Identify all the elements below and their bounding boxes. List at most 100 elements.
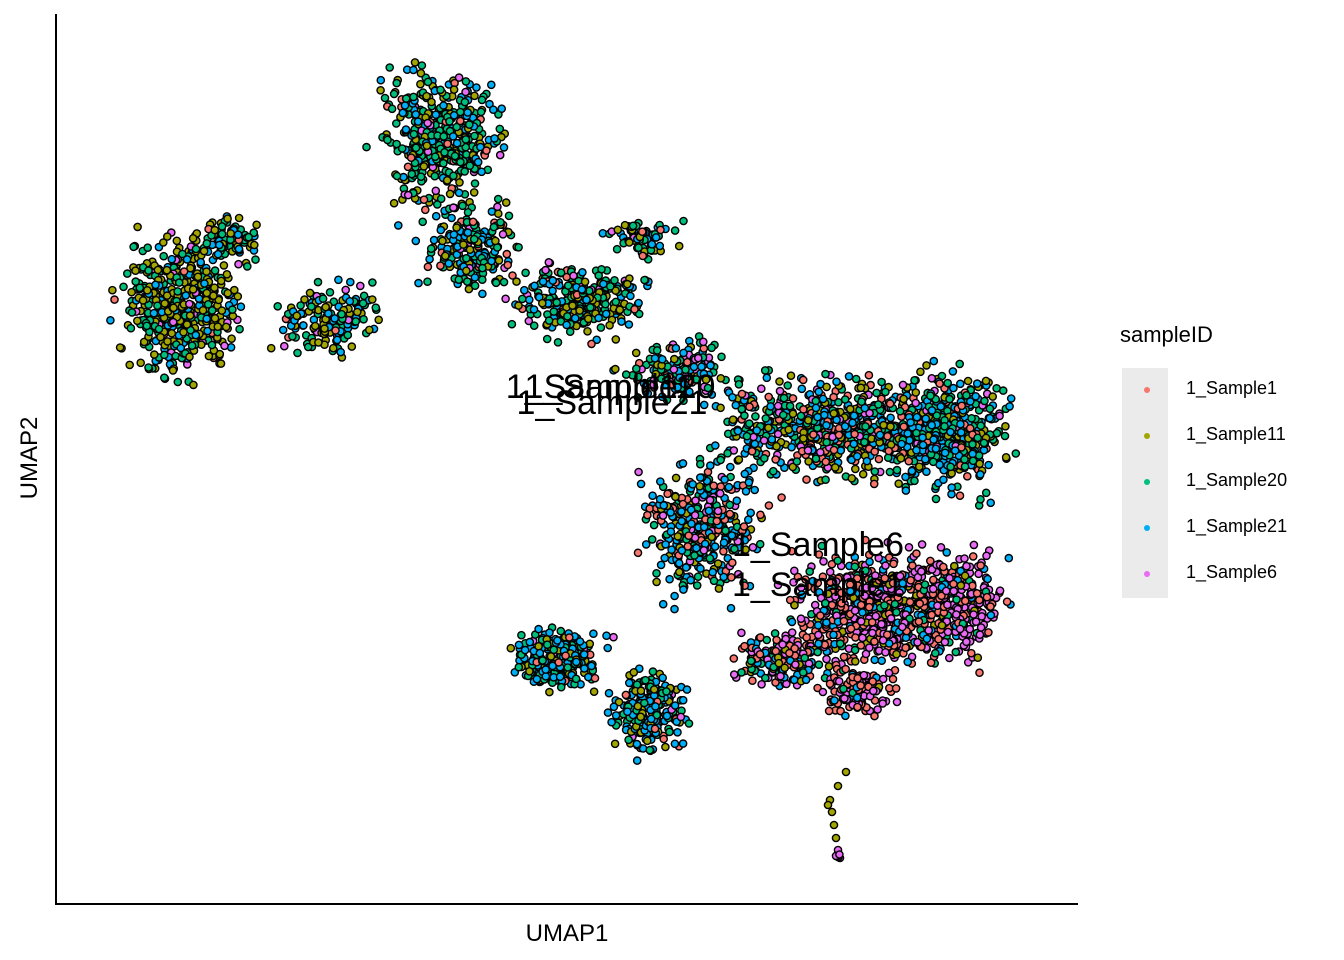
scatter-point (986, 498, 996, 508)
scatter-point (981, 488, 991, 498)
scatter-point (202, 288, 212, 298)
scatter-point (982, 592, 992, 602)
scatter-point (646, 714, 656, 724)
scatter-point (892, 608, 901, 617)
scatter-point (407, 169, 417, 179)
scatter-point (716, 373, 726, 383)
scatter-point (135, 283, 145, 293)
scatter-point (811, 454, 821, 464)
scatter-point (813, 412, 822, 422)
scatter-point (963, 471, 972, 481)
scatter-point (153, 301, 162, 311)
scatter-point (606, 282, 615, 291)
scatter-point (778, 640, 787, 649)
scatter-point (911, 398, 921, 408)
scatter-point (512, 277, 521, 286)
scatter-point (419, 162, 429, 171)
scatter-point (822, 618, 831, 627)
scatter-point (445, 189, 455, 199)
scatter-point (671, 473, 681, 483)
scatter-point (602, 631, 611, 641)
scatter-point (960, 596, 970, 606)
scatter-point (1011, 449, 1021, 458)
scatter-point (628, 221, 638, 231)
scatter-point (506, 643, 516, 653)
scatter-point (737, 389, 747, 399)
scatter-point (430, 171, 440, 181)
scatter-point (436, 85, 445, 95)
scatter-point (185, 311, 195, 320)
scatter-point (870, 637, 879, 646)
scatter-point (589, 629, 598, 639)
scatter-point (811, 396, 821, 406)
scatter-point (740, 469, 750, 479)
scatter-point (950, 446, 960, 455)
scatter-point (760, 366, 770, 375)
scatter-point (423, 118, 433, 128)
scatter-point (571, 674, 581, 684)
scatter-point (870, 467, 880, 476)
scatter-point (626, 291, 635, 301)
scatter-point (609, 632, 618, 642)
scatter-point (456, 157, 465, 167)
scatter-point (945, 653, 954, 663)
scatter-point (886, 413, 895, 423)
scatter-point (771, 455, 780, 464)
scatter-point (176, 343, 186, 353)
scatter-point (229, 285, 239, 295)
scatter-point (460, 97, 470, 107)
scatter-point (603, 708, 613, 717)
scatter-point (950, 561, 959, 571)
scatter-point (501, 294, 510, 304)
scatter-point (249, 240, 259, 250)
scatter-point (773, 401, 783, 411)
scatter-point (520, 645, 530, 655)
scatter-point (343, 330, 353, 340)
scatter-point (470, 91, 479, 101)
scatter-point (131, 266, 140, 276)
scatter-point (745, 419, 754, 428)
scatter-point (472, 83, 481, 92)
scatter-point (636, 712, 646, 722)
scatter-point (776, 671, 785, 681)
scatter-point (439, 158, 448, 168)
scatter-point (423, 77, 433, 87)
scatter-point (904, 543, 914, 552)
scatter-point (292, 311, 302, 321)
scatter-point (634, 298, 643, 308)
scatter-point (493, 209, 503, 218)
scatter-point (750, 439, 760, 449)
scatter-point (611, 297, 621, 307)
scatter-point (640, 275, 649, 285)
scatter-point (814, 630, 823, 640)
scatter-point (986, 610, 996, 620)
scatter-point (764, 392, 774, 402)
scatter-point (656, 477, 665, 486)
scatter-point (699, 337, 708, 347)
scatter-point (220, 341, 229, 351)
scatter-point (217, 222, 227, 231)
scatter-point (359, 314, 368, 324)
scatter-point (775, 386, 785, 396)
scatter-point (975, 668, 984, 678)
scatter-point (671, 492, 680, 502)
scatter-point (345, 277, 355, 287)
scatter-point (955, 491, 965, 501)
scatter-point (632, 739, 642, 749)
scatter-point (179, 327, 188, 337)
scatter-point (851, 633, 860, 642)
scatter-point (922, 361, 931, 370)
scatter-point (330, 314, 340, 323)
scatter-point (530, 281, 539, 291)
scatter-point (945, 394, 954, 404)
scatter-point (423, 262, 433, 272)
scatter-point (656, 560, 666, 570)
scatter-point (132, 316, 142, 326)
scatter-point (214, 240, 224, 250)
scatter-point (374, 315, 384, 325)
scatter-point (452, 223, 461, 232)
scatter-point (936, 543, 946, 552)
scatter-point (293, 348, 302, 358)
scatter-point (948, 367, 958, 376)
scatter-point (307, 302, 316, 311)
